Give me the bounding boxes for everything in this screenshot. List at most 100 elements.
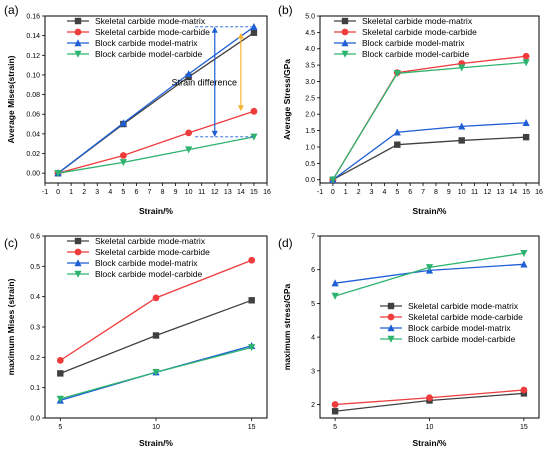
legend-label: Block carbide model-matrix (408, 323, 511, 333)
y-tick-label: 1.0 (305, 144, 315, 151)
data-point (185, 70, 193, 78)
x-axis-title: Strain/% (139, 206, 173, 216)
panel-label: (c) (4, 236, 18, 250)
chart-panel-3: (c) 5 10 15 0.0 0.1 0.2 0.3 0.4 0.5 0.6 Strain/% max… (4, 234, 268, 448)
legend-label: Skeletal carbide mode-carbide (95, 27, 210, 37)
y-axis-title: Average Stress/GPa (282, 59, 292, 140)
legend-swatch-marker (74, 50, 82, 58)
legend-swatch-marker (387, 324, 395, 332)
x-tick-label: 15 (522, 189, 530, 196)
x-tick-label: 16 (263, 189, 271, 196)
series-line (332, 61, 527, 181)
legend-label: Skeletal carbide mode-matrix (362, 16, 473, 26)
legend-swatch-marker (74, 17, 82, 25)
data-point (56, 356, 64, 364)
data-point (426, 394, 433, 402)
data-point (520, 386, 528, 394)
series-1 (57, 297, 255, 377)
x-axis-title: Strain/% (412, 438, 446, 448)
legend-swatch-marker (74, 28, 82, 36)
legend-label: Block carbide model-matrix (95, 258, 198, 268)
strain-difference-annotation: Strain difference (172, 26, 254, 138)
x-tick-label: 0 (331, 189, 335, 196)
legend-label: Skeletal carbide mode-carbide (362, 27, 477, 37)
x-tick-label: 14 (509, 189, 517, 196)
chart-panel-1: (a)-1 0 1 2 3 4 5 6 7 8 9 10 11 12 13 14 15 160.000.020.0… (4, 3, 271, 216)
y-tick-label: 0.0 (305, 177, 315, 184)
legend-swatch-marker (74, 237, 82, 245)
x-axis-title: Strain/% (412, 206, 446, 216)
y-tick-label: 0.0 (30, 416, 40, 423)
chart-panel-4: (d) 5 10 15 2 3 4 5 6 7 Strain/% maximum stress/GPa… (278, 234, 540, 448)
y-tick-label: 1.5 (305, 128, 315, 135)
series-2 (56, 256, 256, 364)
difference-arrowhead (237, 105, 244, 112)
x-tick-label: 10 (458, 189, 466, 196)
y-tick-label: 2.0 (305, 112, 315, 119)
legend-swatch-marker (74, 270, 82, 278)
series-line (332, 122, 527, 181)
legend-swatch-marker (341, 39, 349, 47)
annotation-label: Strain difference (172, 77, 237, 87)
legend-swatch-marker (341, 28, 349, 36)
x-tick-label: -1 (42, 189, 48, 196)
x-tick-label: 4 (382, 189, 386, 196)
data-point (522, 133, 530, 141)
series-2 (331, 386, 528, 408)
y-axis-title: maximum Mises (strain) (6, 278, 16, 375)
legend-swatch-marker (74, 39, 82, 47)
x-tick-label: 3 (95, 189, 99, 196)
x-tick-label: 15 (248, 424, 256, 431)
legend-label: Skeletal carbide mode-matrix (95, 236, 206, 246)
y-tick-label: 2 (311, 402, 315, 409)
data-point (331, 401, 339, 408)
data-point (522, 118, 530, 126)
x-tick-label: 1 (69, 189, 73, 196)
legend-swatch-marker (74, 248, 82, 256)
data-point (185, 129, 193, 137)
data-point (119, 159, 127, 167)
y-tick-label: 3.5 (305, 63, 315, 70)
data-point (250, 29, 258, 36)
series-line (57, 110, 255, 174)
x-tick-label: 12 (484, 189, 492, 196)
legend-label: Skeletal carbide mode-matrix (95, 16, 206, 26)
x-tick-label: 15 (250, 189, 258, 196)
x-tick-label: 2 (82, 189, 86, 196)
series-line (332, 55, 527, 181)
data-point (458, 122, 466, 130)
data-point (54, 169, 62, 177)
legend-label: Block carbide model-carbide (362, 49, 470, 59)
legend-swatch-marker (74, 259, 82, 267)
y-tick-label: 4 (311, 335, 315, 342)
data-point (331, 279, 339, 287)
x-tick-label: 11 (198, 189, 205, 196)
data-point (248, 297, 255, 304)
plot-frame (44, 15, 268, 184)
y-tick-label: 0.00 (26, 171, 40, 178)
x-tick-label: 16 (535, 189, 543, 196)
data-point (458, 137, 465, 144)
legend-label: Skeletal carbide mode-carbide (95, 247, 210, 257)
difference-arrowhead (211, 26, 218, 33)
y-tick-label: 0.08 (26, 92, 40, 99)
data-point (119, 119, 127, 127)
x-tick-label: 13 (224, 189, 232, 196)
x-tick-label: 10 (152, 424, 160, 431)
y-tick-label: 0.5 (30, 264, 40, 271)
series-line (334, 252, 524, 297)
y-tick-label: 3.0 (305, 79, 315, 86)
x-tick-label: 9 (174, 189, 178, 196)
legend-label: Block carbide model-matrix (362, 38, 465, 48)
y-tick-label: 7 (311, 234, 315, 241)
legend-swatch-marker (341, 17, 349, 25)
x-tick-label: 10 (426, 424, 434, 431)
y-tick-label: 3 (311, 368, 315, 375)
y-tick-label: 0.5 (305, 161, 315, 168)
x-tick-label: 7 (148, 189, 152, 196)
data-point (248, 256, 256, 264)
x-tick-label: -1 (317, 189, 323, 196)
data-point (393, 70, 401, 78)
